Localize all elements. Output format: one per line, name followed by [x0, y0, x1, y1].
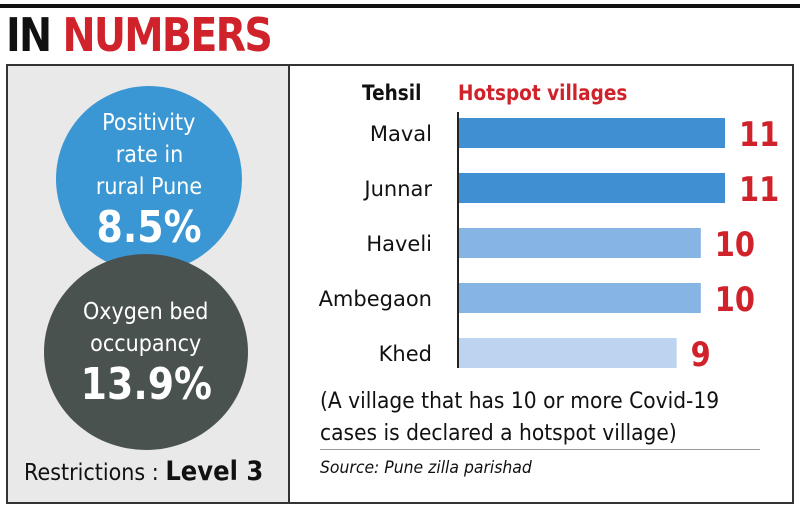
- oxygen-occupancy-circle: Oxygen bed occupancy 13.9%: [44, 254, 248, 450]
- value-label-maval: 11: [739, 116, 779, 155]
- value-label-haveli: 10: [715, 226, 755, 265]
- category-label-ambegaon: Ambegaon: [319, 287, 432, 311]
- category-label-junnar: Junnar: [362, 177, 432, 201]
- stats-panel: Positivity rate in rural Pune 8.5% Oxyge…: [8, 66, 290, 502]
- positivity-label-line-3: rural Pune: [95, 174, 203, 200]
- category-label-maval: Maval: [370, 122, 432, 146]
- hotspot-villages-chart: Tehsil Hotspot villages Maval 11 Junnar 11 H…: [319, 81, 780, 375]
- bars-group: Maval 11 Junnar 11 Haveli 10 Ambegaon 10 Khed 9: [319, 116, 780, 375]
- restrictions-label: Restrictions :: [24, 460, 166, 486]
- source-credit: Source: Pune zilla parishad: [320, 458, 532, 478]
- title-word-numbers: NUMBERS: [62, 8, 272, 62]
- hotspot-column-header: Hotspot villages: [458, 81, 627, 105]
- positivity-rate-circle: Positivity rate in rural Pune 8.5%: [56, 86, 242, 272]
- restrictions-level: Restrictions : Level 3: [24, 456, 263, 487]
- source-divider: [320, 449, 760, 450]
- value-label-khed: 9: [691, 336, 711, 375]
- title-word-in: IN: [6, 8, 52, 62]
- positivity-rate-value: 8.5%: [96, 202, 202, 253]
- category-label-haveli: Haveli: [366, 232, 432, 256]
- bar-khed: [459, 338, 677, 368]
- positivity-label-line-1: Positivity: [102, 110, 196, 136]
- note-line-2: cases is declared a hotspot village): [320, 421, 677, 446]
- restrictions-value: Level 3: [165, 456, 264, 487]
- page-title: IN NUMBERS: [6, 12, 273, 58]
- top-rule: [0, 4, 800, 8]
- value-label-ambegaon: 10: [715, 281, 755, 320]
- oxygen-label-line-2: occupancy: [90, 331, 202, 357]
- bar-ambegaon: [459, 283, 701, 313]
- tehsil-column-header: Tehsil: [362, 81, 421, 105]
- oxygen-label-line-1: Oxygen bed: [83, 299, 209, 325]
- bar-junnar: [459, 173, 725, 203]
- bar-maval: [459, 118, 725, 148]
- oxygen-occupancy-value: 13.9%: [80, 359, 212, 410]
- positivity-label-line-2: rate in: [115, 142, 183, 168]
- infographic-frame: Positivity rate in rural Pune 8.5% Oxyge…: [6, 64, 794, 504]
- note-line-1: (A village that has 10 or more Covid-19: [320, 389, 720, 414]
- hotspot-definition-note: (A village that has 10 or more Covid-19 …: [320, 386, 719, 450]
- category-label-khed: Khed: [379, 342, 432, 366]
- bar-haveli: [459, 228, 701, 258]
- value-label-junnar: 11: [739, 171, 779, 210]
